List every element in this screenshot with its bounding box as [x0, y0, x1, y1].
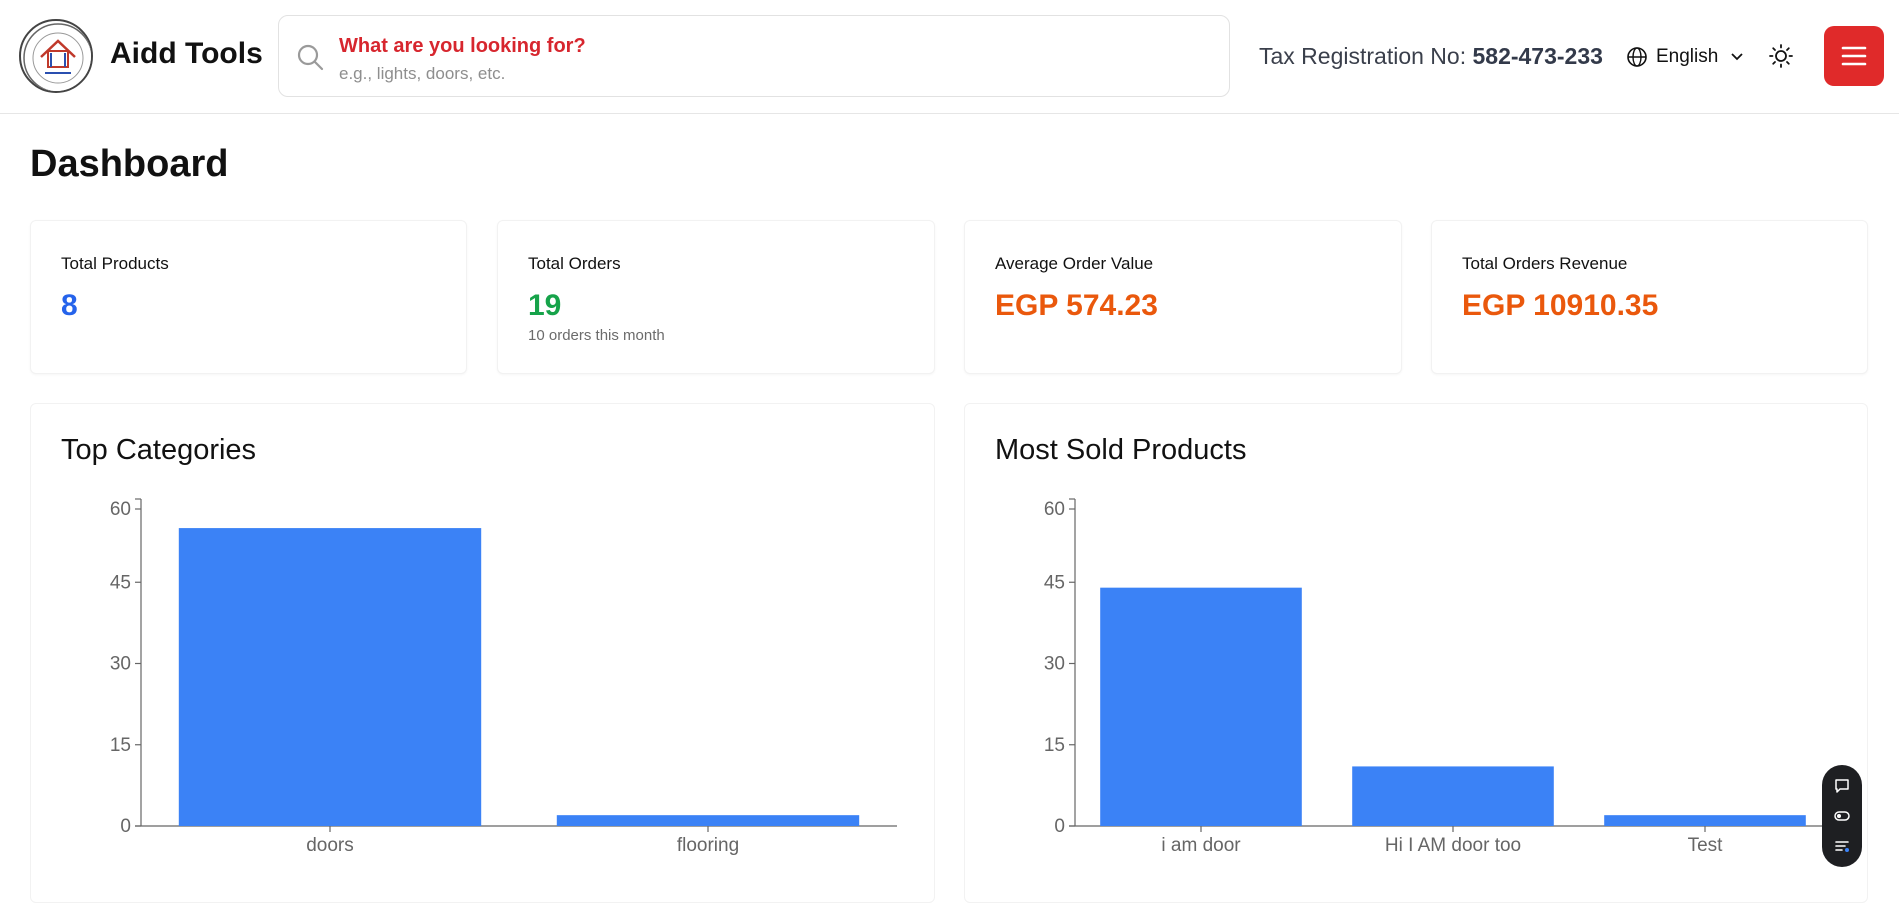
search-icon — [297, 44, 324, 71]
top-header: Aidd Tools What are you looking for? e.g… — [0, 0, 1899, 114]
tax-label: Tax Registration No: — [1259, 43, 1473, 69]
stat-value: EGP 10910.35 — [1462, 289, 1659, 322]
language-label: English — [1656, 46, 1719, 67]
brand-name[interactable]: Aidd Tools — [110, 37, 263, 70]
stat-card-total-products: Total Products 8 — [30, 220, 467, 374]
search-title: What are you looking for? — [339, 35, 586, 57]
bar[interactable] — [1604, 815, 1806, 826]
y-tick-label: 0 — [1054, 816, 1065, 837]
stat-subtext: 10 orders this month — [528, 327, 665, 344]
menu-button[interactable] — [1824, 26, 1884, 86]
chat-icon[interactable] — [1833, 777, 1851, 795]
brand-logo[interactable] — [19, 19, 93, 93]
search-placeholder: e.g., lights, doors, etc. — [339, 64, 506, 83]
tax-registration: Tax Registration No: 582-473-233 — [1259, 43, 1603, 70]
hamburger-icon — [1841, 46, 1867, 66]
stat-value: 8 — [61, 289, 78, 322]
chevron-down-icon — [1731, 53, 1743, 61]
theme-toggle-sun-icon[interactable] — [1768, 43, 1794, 69]
language-selector[interactable]: English — [1626, 43, 1744, 71]
stat-label: Total Products — [61, 254, 169, 273]
y-tick-label: 60 — [110, 499, 131, 520]
tax-number: 582-473-233 — [1472, 43, 1603, 69]
chart-title: Most Sold Products — [995, 434, 1247, 466]
y-tick-label: 15 — [110, 735, 131, 756]
y-tick-label: 15 — [1044, 735, 1065, 756]
y-tick-label: 45 — [110, 572, 131, 593]
search-box[interactable]: What are you looking for? e.g., lights, … — [278, 15, 1230, 97]
stat-value: 19 — [528, 289, 562, 322]
x-tick-label: flooring — [677, 835, 739, 856]
stat-label: Total Orders — [528, 254, 621, 273]
y-tick-label: 45 — [1044, 572, 1065, 593]
most-sold-products-chart: 0 15 30 45 60 i am door Hi I AM door too Test — [1044, 498, 1831, 856]
bar[interactable] — [1100, 587, 1302, 826]
chart-title: Top Categories — [61, 434, 257, 466]
bar[interactable] — [556, 815, 860, 826]
stat-label: Total Orders Revenue — [1462, 254, 1628, 273]
list-icon[interactable] — [1833, 837, 1851, 855]
top-categories-chart: 0 15 30 45 60 doors flooring — [110, 498, 897, 856]
globe-icon — [1627, 47, 1647, 67]
stat-card-average-order-value: Average Order Value EGP 574.23 — [964, 220, 1402, 374]
bar[interactable] — [1352, 766, 1554, 826]
y-tick-label: 60 — [1044, 499, 1065, 520]
page-title: Dashboard — [30, 143, 229, 185]
chart-card-top-categories: Top Categories 0 15 30 45 60 doors flooring — [30, 403, 935, 903]
x-tick-label: i am door — [1161, 835, 1241, 856]
stat-card-total-orders: Total Orders 19 10 orders this month — [497, 220, 935, 374]
x-tick-label: Hi I AM door too — [1385, 835, 1521, 856]
y-tick-label: 0 — [120, 816, 131, 837]
stat-card-total-orders-revenue: Total Orders Revenue EGP 10910.35 — [1431, 220, 1868, 374]
x-tick-label: Test — [1688, 835, 1724, 856]
floating-toolbar — [1822, 765, 1862, 867]
toggle-icon[interactable] — [1833, 807, 1851, 825]
chart-card-most-sold-products: Most Sold Products 0 15 30 45 60 i am door Hi … — [964, 403, 1868, 903]
stat-label: Average Order Value — [995, 254, 1154, 273]
x-tick-label: doors — [306, 835, 354, 856]
y-tick-label: 30 — [1044, 654, 1065, 675]
y-tick-label: 30 — [110, 654, 131, 675]
stat-value: EGP 574.23 — [995, 289, 1158, 322]
bar[interactable] — [178, 528, 482, 826]
